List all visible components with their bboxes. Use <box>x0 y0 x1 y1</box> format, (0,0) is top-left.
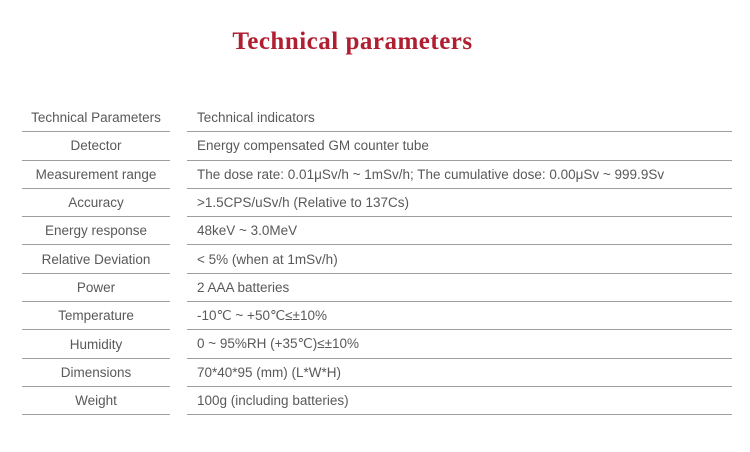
param-cell: Humidity <box>22 330 170 359</box>
value-cell: The dose rate: 0.01μSv/h ~ 1mSv/h; The c… <box>187 161 732 189</box>
table-row: Weight 100g (including batteries) <box>0 387 750 416</box>
column-gap <box>170 330 187 358</box>
param-cell: Power <box>22 274 170 303</box>
param-cell: Relative Deviation <box>22 245 170 274</box>
value-cell: -10℃ ~ +50℃≤±10% <box>187 302 732 331</box>
table-row: Power 2 AAA batteries <box>0 274 750 303</box>
value-cell: < 5% (when at 1mSv/h) <box>187 245 732 274</box>
table-row: Dimensions 70*40*95 (mm) (L*W*H) <box>0 359 750 387</box>
column-gap <box>170 302 187 330</box>
table-row: Humidity 0 ~ 95%RH (+35℃)≤±10% <box>0 330 750 359</box>
column-gap <box>170 217 187 245</box>
param-cell: Temperature <box>22 302 170 331</box>
table-row: Accuracy >1.5CPS/uSv/h (Relative to 137C… <box>0 189 750 218</box>
param-cell: Detector <box>22 132 170 161</box>
param-cell: Dimensions <box>22 359 170 387</box>
table-row: Detector Energy compensated GM counter t… <box>0 132 750 161</box>
table-row: Energy response 48keV ~ 3.0MeV <box>0 217 750 246</box>
spec-table: Technical Parameters Technical indicator… <box>0 104 750 416</box>
column-gap <box>170 245 187 273</box>
param-cell: Weight <box>22 387 170 416</box>
value-cell: Energy compensated GM counter tube <box>187 132 732 161</box>
param-cell: Technical Parameters <box>22 104 170 133</box>
column-gap <box>170 359 187 387</box>
column-gap <box>170 104 187 132</box>
value-cell: 70*40*95 (mm) (L*W*H) <box>187 359 732 387</box>
value-cell: 0 ~ 95%RH (+35℃)≤±10% <box>187 330 732 359</box>
value-cell: >1.5CPS/uSv/h (Relative to 137Cs) <box>187 189 732 218</box>
param-cell: Energy response <box>22 217 170 246</box>
param-cell: Accuracy <box>22 189 170 218</box>
table-row: Temperature -10℃ ~ +50℃≤±10% <box>0 302 750 331</box>
value-cell: 2 AAA batteries <box>187 274 732 303</box>
table-row: Relative Deviation < 5% (when at 1mSv/h) <box>0 245 750 274</box>
table-row: Measurement range The dose rate: 0.01μSv… <box>0 161 750 189</box>
column-gap <box>170 161 187 189</box>
value-cell: 48keV ~ 3.0MeV <box>187 217 732 246</box>
column-gap <box>170 189 187 217</box>
column-gap <box>170 387 187 415</box>
column-gap <box>170 132 187 160</box>
value-cell: 100g (including batteries) <box>187 387 732 416</box>
value-cell: Technical indicators <box>187 104 732 133</box>
param-cell: Measurement range <box>22 161 170 189</box>
page-title: Technical parameters <box>232 28 473 55</box>
table-header-row: Technical Parameters Technical indicator… <box>0 104 750 133</box>
column-gap <box>170 274 187 302</box>
